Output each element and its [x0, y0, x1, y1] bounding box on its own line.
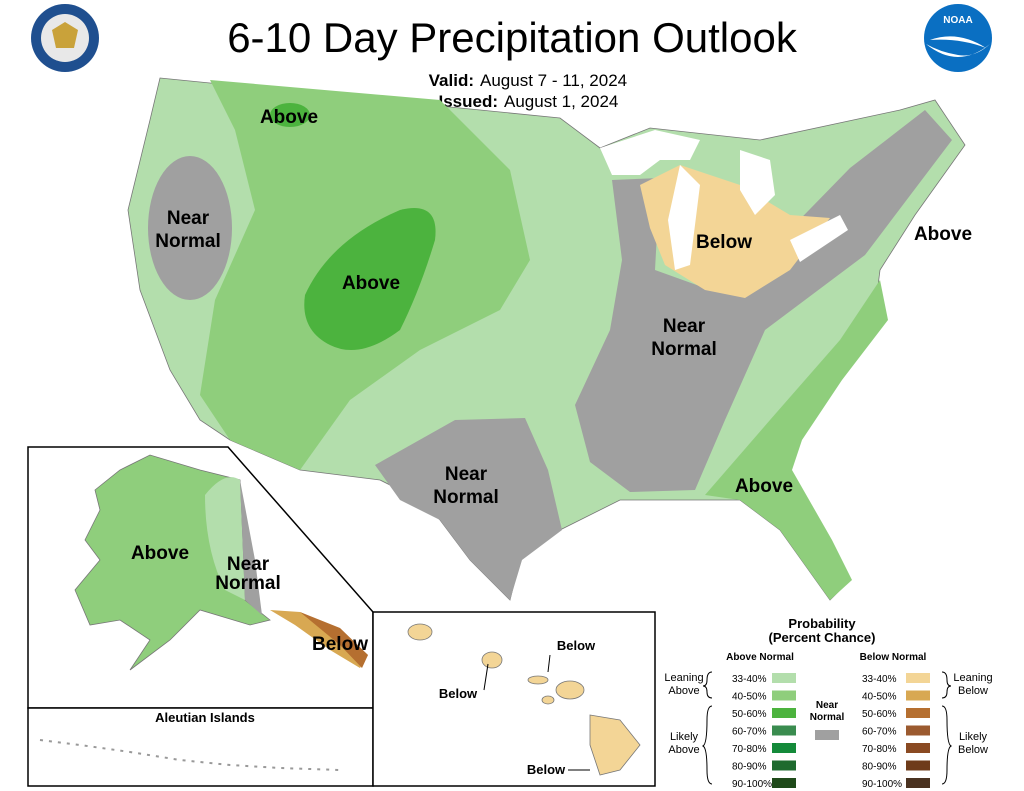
swatch: [906, 708, 930, 718]
aleutian-title: Aleutian Islands: [155, 710, 255, 725]
swatch: [906, 743, 930, 753]
group-label: Leaning Below: [953, 672, 992, 697]
region-label: Below: [527, 762, 566, 777]
region-label: Above: [914, 224, 972, 245]
swatch: [906, 673, 930, 683]
group-label: Likely Above: [668, 731, 699, 756]
range-label: 90-100%: [732, 779, 772, 790]
swatch: [772, 673, 796, 683]
valid-label: Valid:: [429, 71, 474, 90]
region-label: Above: [260, 107, 318, 128]
region-label: Below: [312, 634, 368, 655]
swatch: [906, 690, 930, 701]
swatch: [772, 708, 796, 718]
noaa-text: NOAA: [943, 15, 972, 26]
legend-title: Probability (Percent Chance): [769, 616, 876, 645]
range-label: 80-90%: [732, 762, 767, 773]
group-label: Leaning Above: [664, 672, 703, 697]
region-label: Above: [131, 543, 189, 564]
swatch: [772, 760, 796, 771]
issued-date: August 1, 2024: [504, 92, 618, 111]
range-label: 60-70%: [862, 727, 897, 738]
region-label: Near Normal: [215, 554, 280, 594]
swatch: [772, 743, 796, 753]
region-label: Near Normal: [155, 208, 220, 252]
swatch: [772, 690, 796, 701]
range-label: 60-70%: [732, 727, 767, 738]
swatch: [906, 725, 930, 736]
hawaii-inset: Below Below Below: [372, 611, 656, 787]
swatch: [906, 778, 930, 788]
doc-seal: [31, 4, 99, 72]
region-label: Near Normal: [651, 316, 716, 360]
swatch: [815, 730, 839, 740]
noaa-logo: NOAA: [924, 4, 992, 72]
conus: [127, 77, 966, 601]
range-label: 50-60%: [862, 709, 897, 720]
range-label: 40-50%: [732, 692, 767, 703]
swatch: [772, 778, 796, 788]
swatch: [906, 760, 930, 771]
range-label: 33-40%: [732, 674, 767, 685]
range-label: 70-80%: [862, 744, 897, 755]
legend-header: Below Normal: [860, 652, 927, 663]
valid-dates: August 7 - 11, 2024: [480, 71, 627, 90]
range-label: 50-60%: [732, 709, 767, 720]
legend-header: Above Normal: [726, 652, 794, 663]
conus-labels: Above Near Normal Above Below Above Near N…: [155, 107, 972, 508]
region-label: Below: [696, 232, 752, 253]
legend: Probability (Percent Chance) Above Normal…: [664, 616, 992, 790]
region-label: Above: [735, 476, 793, 497]
range-label: 90-100%: [862, 779, 902, 790]
range-label: 33-40%: [862, 674, 897, 685]
alaska-inset: Above Near Normal Below Aleutian Islands: [27, 446, 374, 787]
range-label: 40-50%: [862, 692, 897, 703]
region-label: Below: [439, 686, 478, 701]
region-label: Near Normal: [433, 464, 498, 508]
title: 6-10 Day Precipitation Outlook: [227, 14, 798, 61]
range-label: 80-90%: [862, 762, 897, 773]
range-label: 70-80%: [732, 744, 767, 755]
region-label: Below: [557, 638, 596, 653]
issued-label: Issued:: [438, 92, 498, 111]
region-label: Above: [342, 273, 400, 294]
swatch: [772, 725, 796, 736]
legend-header: Near Normal: [810, 700, 845, 723]
group-label: Likely Below: [958, 731, 988, 756]
